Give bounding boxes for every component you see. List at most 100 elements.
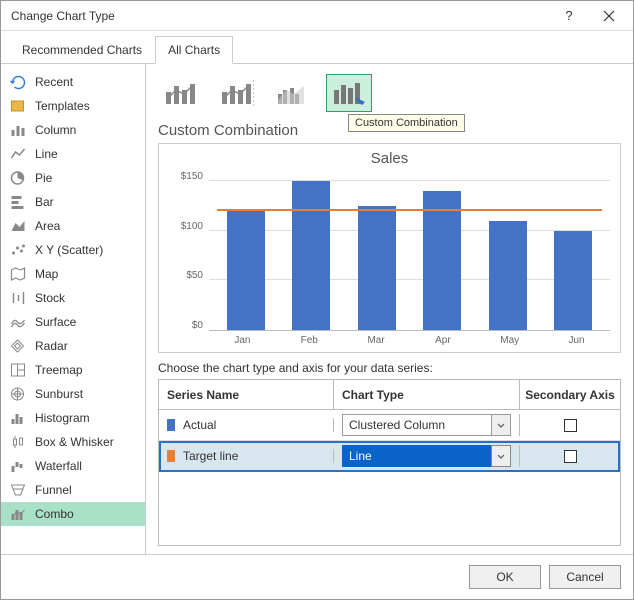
- funnel-icon: [9, 482, 27, 498]
- grid-line: [209, 180, 610, 181]
- x-label: May: [476, 331, 543, 346]
- chart-type-dropdown[interactable]: Clustered Column: [342, 414, 511, 436]
- sidebar-item-x-y-scatter-[interactable]: X Y (Scatter): [1, 238, 145, 262]
- area-icon: [9, 218, 27, 234]
- close-icon: [603, 10, 615, 22]
- series-type-cell: Clustered Column: [334, 414, 520, 436]
- sidebar-item-pie[interactable]: Pie: [1, 166, 145, 190]
- series-name-cell: Actual: [159, 418, 334, 432]
- tab-all-charts[interactable]: All Charts: [155, 36, 233, 64]
- header-series-name: Series Name: [159, 380, 334, 409]
- sidebar-item-sunburst[interactable]: Sunburst: [1, 382, 145, 406]
- bar: [554, 231, 592, 330]
- sidebar-item-bar[interactable]: Bar: [1, 190, 145, 214]
- sidebar-item-stock[interactable]: Stock: [1, 286, 145, 310]
- sidebar-item-line[interactable]: Line: [1, 142, 145, 166]
- series-section-label: Choose the chart type and axis for your …: [158, 361, 621, 375]
- templates-icon: [9, 98, 27, 114]
- secondary-axis-cell: [520, 419, 620, 432]
- sidebar-item-treemap[interactable]: Treemap: [1, 358, 145, 382]
- sidebar-item-area[interactable]: Area: [1, 214, 145, 238]
- sidebar-item-histogram[interactable]: Histogram: [1, 406, 145, 430]
- pie-icon: [9, 170, 27, 186]
- sidebar-item-radar[interactable]: Radar: [1, 334, 145, 358]
- waterfall-icon: [9, 458, 27, 474]
- y-label: $150: [181, 171, 203, 182]
- sidebar-item-label: Radar: [35, 339, 68, 353]
- x-label: Feb: [276, 331, 343, 346]
- chart-preview: Sales $150 $100 $50 $0 JanFebMarAprMayJu…: [158, 143, 621, 353]
- sidebar-item-label: Recent: [35, 75, 73, 89]
- cancel-button[interactable]: Cancel: [549, 565, 621, 589]
- help-button[interactable]: ?: [549, 1, 589, 31]
- y-label: $0: [192, 320, 203, 331]
- chart-category-sidebar: Recent TemplatesColumnLine Pie Bar Area X Y (…: [1, 64, 146, 554]
- sidebar-item-combo[interactable]: Combo: [1, 502, 145, 526]
- sidebar-item-box-whisker[interactable]: Box & Whisker: [1, 430, 145, 454]
- sidebar-item-waterfall[interactable]: Waterfall: [1, 454, 145, 478]
- subtype-tooltip: Custom Combination: [348, 114, 465, 132]
- sidebar-item-label: Bar: [35, 195, 54, 209]
- recent-icon: [9, 74, 27, 90]
- sidebar-item-label: Map: [35, 267, 58, 281]
- combo-subtype-2[interactable]: [214, 74, 260, 112]
- dialog-body: RecentTemplatesColumnLinePieBarAreaX Y (…: [1, 64, 633, 554]
- tab-strip: Recommended Charts All Charts: [1, 31, 633, 64]
- close-button[interactable]: [589, 1, 629, 31]
- chart-type-value: Line: [342, 445, 491, 467]
- column-icon: [9, 122, 27, 138]
- sidebar-item-map[interactable]: Map: [1, 262, 145, 286]
- combo-subtype-3[interactable]: [270, 74, 316, 112]
- header-secondary-axis: Secondary Axis: [520, 380, 620, 409]
- bar: [358, 206, 396, 330]
- treemap-icon: [9, 362, 27, 378]
- sidebar-item-surface[interactable]: Surface: [1, 310, 145, 334]
- stock-icon: [9, 290, 27, 306]
- x-axis: JanFebMarAprMayJun: [169, 331, 610, 346]
- sidebar-item-label: Surface: [35, 315, 76, 329]
- sidebar-item-label: Area: [35, 219, 60, 233]
- sidebar-item-label: Stock: [35, 291, 65, 305]
- sidebar-item-funnel[interactable]: Funnel: [1, 478, 145, 502]
- x-label: Jun: [543, 331, 610, 346]
- chart-area: $150 $100 $50 $0: [169, 171, 610, 331]
- sidebar-item-label: Funnel: [35, 483, 72, 497]
- sidebar-item-label: Treemap: [35, 363, 83, 377]
- sidebar-item-templates[interactable]: Templates: [1, 94, 145, 118]
- change-chart-type-dialog: Change Chart Type ? Recommended Charts A…: [0, 0, 634, 600]
- chart-title: Sales: [169, 150, 610, 167]
- sidebar-item-label: Box & Whisker: [35, 435, 114, 449]
- ok-button[interactable]: OK: [469, 565, 541, 589]
- series-color-swatch: [167, 450, 175, 462]
- sidebar-item-label: Combo: [35, 507, 74, 521]
- sidebar-item-label: Histogram: [35, 411, 90, 425]
- content-pane: Custom Combination Custom Combination Sa…: [146, 64, 633, 554]
- sidebar-item-recent[interactable]: Recent: [1, 70, 145, 94]
- chart-type-value: Clustered Column: [342, 414, 491, 436]
- sidebar-item-label: Sunburst: [35, 387, 83, 401]
- scatter-icon: [9, 242, 27, 258]
- sidebar-item-label: Pie: [35, 171, 52, 185]
- secondary-axis-checkbox[interactable]: [564, 419, 577, 432]
- series-type-cell: Line: [334, 445, 520, 467]
- secondary-axis-cell: [520, 450, 620, 463]
- histogram-icon: [9, 410, 27, 426]
- sidebar-item-label: Waterfall: [35, 459, 82, 473]
- sidebar-item-column[interactable]: Column: [1, 118, 145, 142]
- combo-subtype-custom[interactable]: [326, 74, 372, 112]
- chart-type-dropdown[interactable]: Line: [342, 445, 511, 467]
- combo-subtype-1[interactable]: [158, 74, 204, 112]
- tab-recommended[interactable]: Recommended Charts: [9, 36, 155, 64]
- y-label: $50: [186, 270, 203, 281]
- bar: [292, 181, 330, 330]
- dialog-footer: OK Cancel: [1, 554, 633, 599]
- series-name-cell: Target line: [159, 449, 334, 463]
- combo-icon: [9, 506, 27, 522]
- chevron-down-icon: [491, 445, 511, 467]
- series-name-label: Actual: [183, 418, 216, 432]
- series-name-label: Target line: [183, 449, 238, 463]
- secondary-axis-checkbox[interactable]: [564, 450, 577, 463]
- y-label: $100: [181, 221, 203, 232]
- sunburst-icon: [9, 386, 27, 402]
- surface-icon: [9, 314, 27, 330]
